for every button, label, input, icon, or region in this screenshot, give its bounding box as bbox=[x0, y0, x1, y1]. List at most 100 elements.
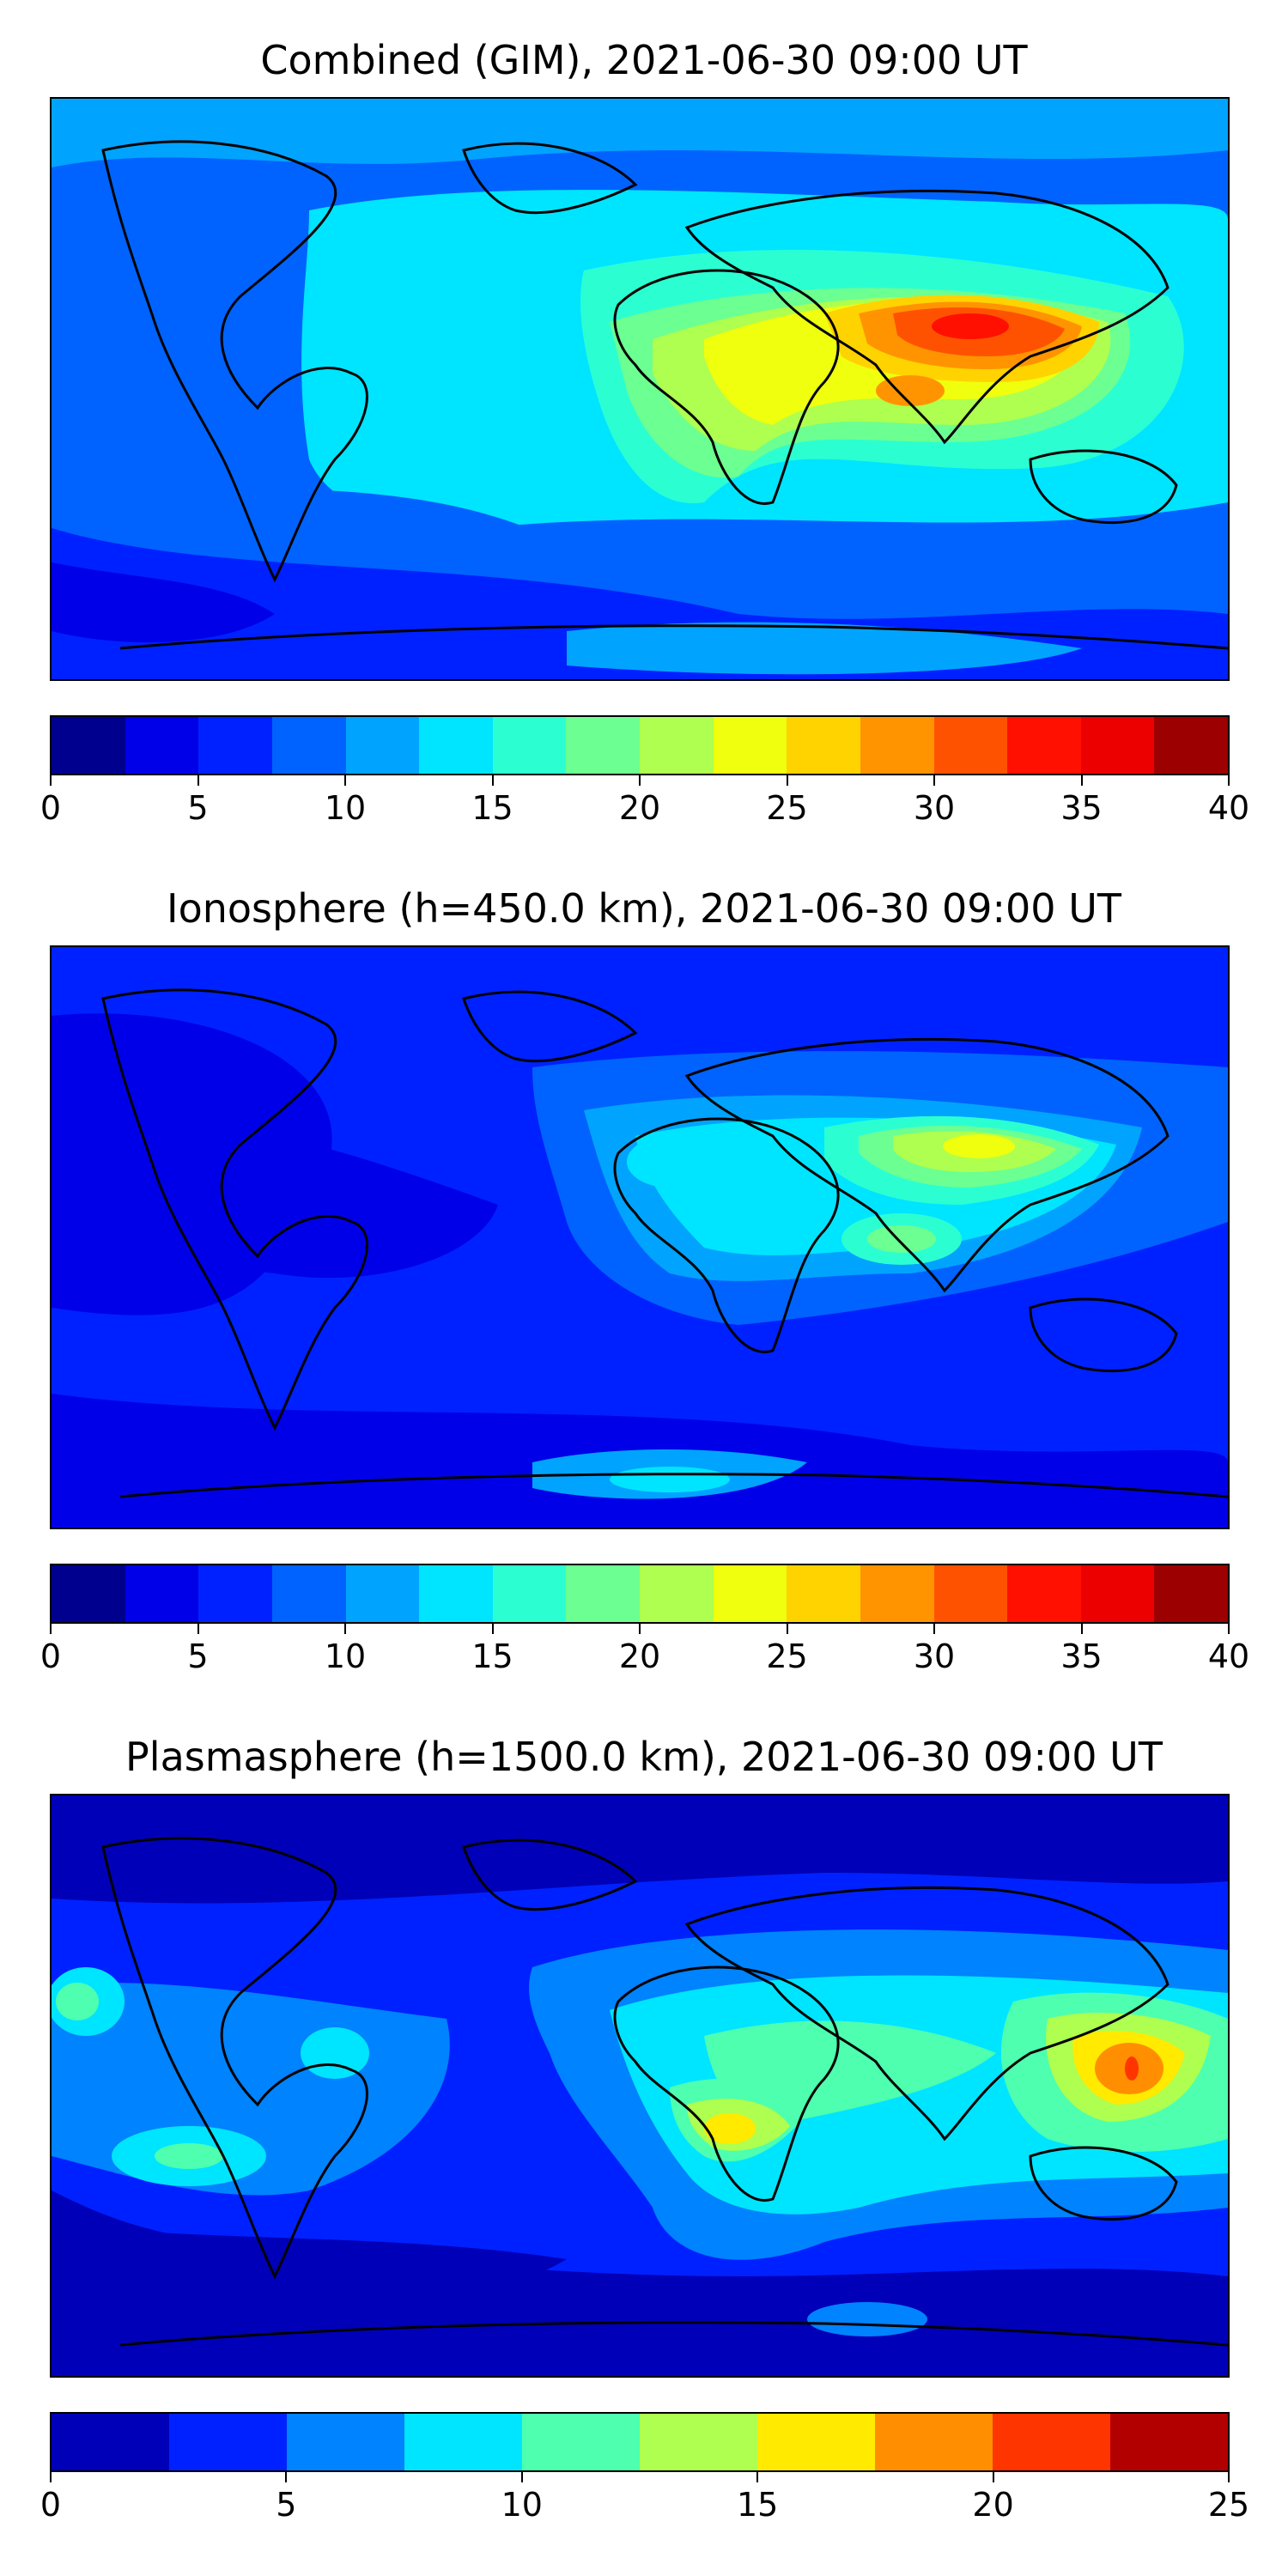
colorbar-swatch bbox=[640, 2414, 757, 2470]
colorbar-tick-mark bbox=[50, 1624, 52, 1634]
colorbar-tick-mark bbox=[344, 1624, 346, 1634]
colorbar-tick-mark bbox=[491, 1624, 494, 1634]
colorbar-tick-mark bbox=[992, 2472, 994, 2482]
colorbar-tick-label: 25 bbox=[766, 789, 808, 827]
colorbar-swatch bbox=[404, 2414, 522, 2470]
colorbar-tick-mark bbox=[520, 2472, 523, 2482]
colorbar-swatch bbox=[993, 2414, 1110, 2470]
colorbar-tick-label: 35 bbox=[1060, 1637, 1103, 1675]
colorbar-swatch bbox=[713, 1565, 787, 1622]
colorbar-tick-mark bbox=[933, 775, 935, 786]
colorbar-tick-label: 30 bbox=[913, 1637, 956, 1675]
colorbar-swatch bbox=[640, 717, 714, 774]
colorbar-tick-mark bbox=[1228, 775, 1230, 786]
tec-field-ionosphere bbox=[52, 947, 1228, 1528]
colorbar-swatch bbox=[52, 1565, 125, 1622]
colorbar-tick-label: 10 bbox=[324, 789, 367, 827]
colorbar-tick-mark bbox=[491, 775, 494, 786]
colorbar-tick-label: 5 bbox=[187, 789, 209, 827]
colorbar-tick-mark bbox=[50, 2472, 52, 2482]
colorbar-swatch bbox=[757, 2414, 875, 2470]
colorbar-swatch bbox=[125, 717, 199, 774]
colorbar-tick-mark bbox=[786, 1624, 788, 1634]
colorbar-ticks-ionosphere: 0 5 10 15 20 25 30 35 40 bbox=[40, 1624, 1249, 1675]
colorbar-swatch bbox=[933, 1565, 1008, 1622]
colorbar-plasmasphere bbox=[50, 2412, 1230, 2472]
colorbar-ticks-plasmasphere: 0 5 10 15 20 25 bbox=[40, 2472, 1249, 2524]
colorbar-swatch bbox=[787, 1565, 860, 1622]
map-ionosphere bbox=[50, 945, 1230, 1529]
colorbar-tick-mark bbox=[786, 775, 788, 786]
colorbar-swatch bbox=[287, 2414, 404, 2470]
colorbar-swatch bbox=[875, 2414, 993, 2470]
colorbar-tick-mark bbox=[344, 775, 346, 786]
colorbar-ticks-combined: 0 5 10 15 20 25 30 35 40 bbox=[40, 775, 1249, 827]
colorbar-tick-mark bbox=[50, 775, 52, 786]
colorbar-tick-label: 15 bbox=[471, 1637, 513, 1675]
colorbar-swatch bbox=[125, 1565, 199, 1622]
colorbar-tick-label: 20 bbox=[618, 789, 661, 827]
colorbar-ionosphere bbox=[50, 1564, 1230, 1624]
colorbar-swatch bbox=[1110, 2414, 1228, 2470]
colorbar-swatch bbox=[640, 1565, 714, 1622]
colorbar-swatch bbox=[419, 717, 493, 774]
colorbar-tick-mark bbox=[1080, 1624, 1083, 1634]
colorbar-tick-label: 0 bbox=[39, 1637, 62, 1675]
colorbar-tick-label: 20 bbox=[618, 1637, 661, 1675]
map-plasmasphere bbox=[50, 1794, 1230, 2378]
colorbar-tick-mark bbox=[1228, 2472, 1230, 2482]
colorbar-tick-label: 10 bbox=[324, 1637, 367, 1675]
colorbar-tick-mark bbox=[639, 1624, 641, 1634]
colorbar-swatch bbox=[787, 717, 860, 774]
colorbar-tick-label: 30 bbox=[913, 789, 956, 827]
map-title-combined: Combined (GIM), 2021-06-30 09:00 UT bbox=[260, 37, 1028, 83]
colorbar-tick-label: 40 bbox=[1207, 1637, 1250, 1675]
colorbar-swatch bbox=[1080, 1565, 1155, 1622]
colorbar-tick-mark bbox=[639, 775, 641, 786]
colorbar-swatch bbox=[1007, 717, 1081, 774]
colorbar-tick-label: 25 bbox=[1207, 2486, 1250, 2524]
map-title-ionosphere: Ionosphere (h=450.0 km), 2021-06-30 09:0… bbox=[167, 885, 1121, 932]
colorbar-tick-mark bbox=[197, 775, 199, 786]
colorbar-tick-label: 40 bbox=[1207, 789, 1250, 827]
colorbar-tick-label: 20 bbox=[972, 2486, 1014, 2524]
colorbar-tick-mark bbox=[1228, 1624, 1230, 1634]
colorbar-tick-label: 35 bbox=[1060, 789, 1103, 827]
colorbar-swatch bbox=[566, 1565, 640, 1622]
colorbar-swatch bbox=[933, 717, 1008, 774]
tec-field-plasmasphere bbox=[52, 1795, 1228, 2376]
colorbar-tick-label: 15 bbox=[737, 2486, 779, 2524]
colorbar-swatch bbox=[492, 1565, 567, 1622]
colorbar-tick-label: 25 bbox=[766, 1637, 808, 1675]
colorbar-swatch bbox=[271, 1565, 346, 1622]
colorbar-tick-label: 15 bbox=[471, 789, 513, 827]
colorbar-swatch bbox=[860, 1565, 934, 1622]
colorbar-swatch bbox=[271, 717, 346, 774]
colorbar-swatch bbox=[1007, 1565, 1081, 1622]
colorbar-swatch bbox=[419, 1565, 493, 1622]
colorbar-swatch bbox=[52, 717, 125, 774]
colorbar-swatch bbox=[1154, 717, 1228, 774]
colorbar-swatch bbox=[860, 717, 934, 774]
colorbar-tick-label: 10 bbox=[501, 2486, 543, 2524]
tec-field-combined bbox=[52, 99, 1228, 679]
colorbar-swatch bbox=[522, 2414, 640, 2470]
colorbar-tick-mark bbox=[756, 2472, 759, 2482]
colorbar-swatch bbox=[345, 717, 420, 774]
colorbar-tick-mark bbox=[1080, 775, 1083, 786]
colorbar-swatch bbox=[492, 717, 567, 774]
colorbar-swatch bbox=[1154, 1565, 1228, 1622]
colorbar-tick-label: 0 bbox=[39, 2486, 62, 2524]
colorbar-swatch bbox=[198, 717, 272, 774]
colorbar-swatch bbox=[52, 2414, 169, 2470]
colorbar-combined bbox=[50, 715, 1230, 775]
colorbar-tick-label: 0 bbox=[39, 789, 62, 827]
colorbar-swatch bbox=[169, 2414, 287, 2470]
colorbar-tick-mark bbox=[285, 2472, 288, 2482]
colorbar-tick-label: 5 bbox=[187, 1637, 209, 1675]
map-combined bbox=[50, 97, 1230, 681]
map-title-plasmasphere: Plasmasphere (h=1500.0 km), 2021-06-30 0… bbox=[125, 1734, 1163, 1780]
colorbar-swatch bbox=[566, 717, 640, 774]
colorbar-tick-label: 5 bbox=[276, 2486, 297, 2524]
colorbar-swatch bbox=[713, 717, 787, 774]
